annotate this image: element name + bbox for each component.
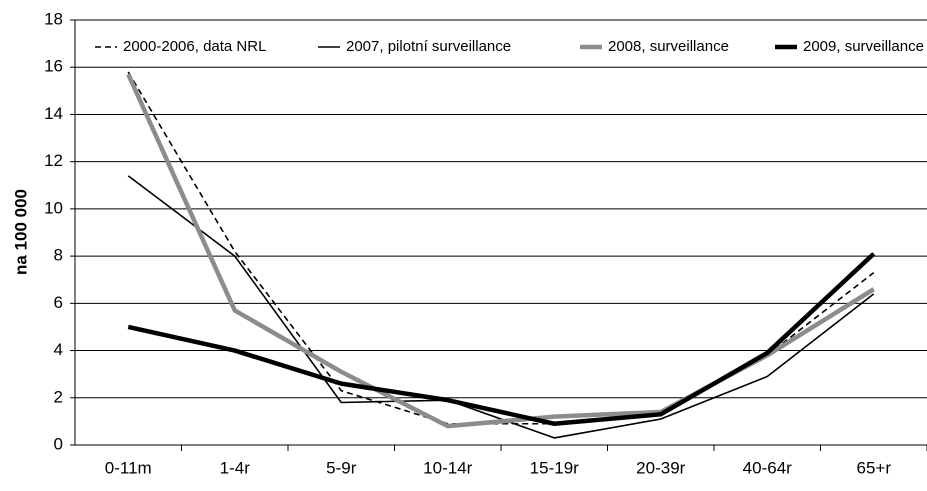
legend-label: 2009, surveillance — [803, 38, 924, 55]
series-line — [127, 252, 876, 426]
x-tick-label: 5-9r — [326, 458, 357, 477]
y-tick-label: 6 — [54, 293, 63, 312]
y-tick-label: 14 — [44, 104, 63, 123]
y-tick-label: 0 — [54, 434, 63, 453]
series-line — [127, 175, 875, 439]
x-tick-label: 15-19r — [530, 458, 579, 477]
legend-label: 2000-2006, data NRL — [123, 38, 266, 55]
x-tick-label: 0-11m — [105, 458, 152, 477]
x-tick-label: 20-39r — [636, 458, 685, 477]
y-tick-label: 12 — [44, 151, 63, 170]
y-tick-label: 10 — [44, 198, 63, 217]
x-tick-label: 40-64r — [743, 458, 792, 477]
y-axis-label: na 100 000 — [11, 189, 30, 275]
y-tick-label: 2 — [54, 387, 63, 406]
series-line — [126, 73, 875, 429]
y-tick-label: 4 — [54, 340, 63, 359]
x-tick-label: 65+r — [857, 458, 892, 477]
legend-label: 2008, surveillance — [608, 38, 729, 55]
y-tick-label: 8 — [54, 246, 63, 265]
legend-label: 2007, pilotní surveillance — [346, 38, 511, 55]
x-tick-label: 1-4r — [220, 458, 251, 477]
legend: 2000-2006, data NRL 2007, pilotní surveil… — [95, 38, 924, 55]
series-line — [127, 71, 875, 425]
y-tick-label: 18 — [44, 9, 63, 28]
x-tick-label: 10-14r — [423, 458, 472, 477]
y-tick-label: 16 — [44, 57, 63, 76]
